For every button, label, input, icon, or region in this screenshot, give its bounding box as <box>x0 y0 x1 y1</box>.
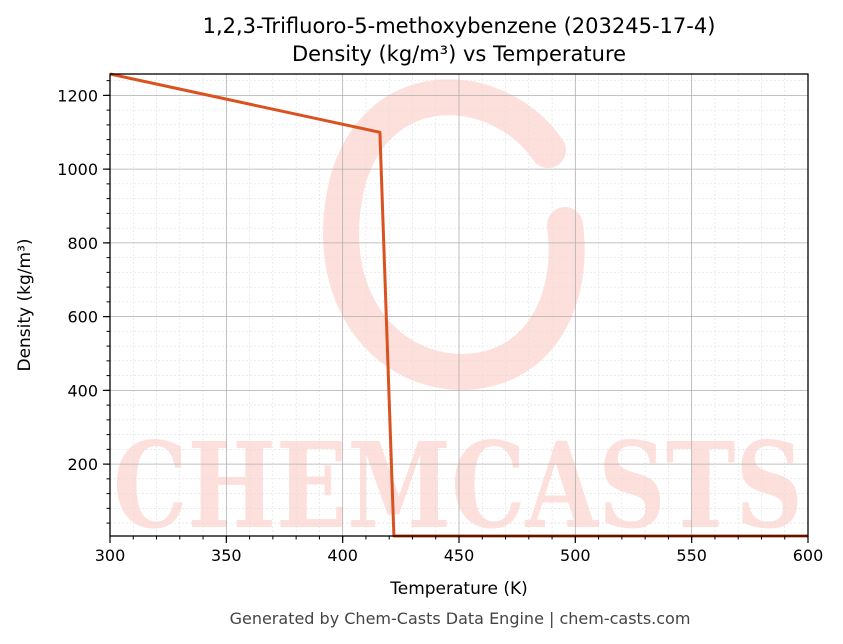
x-tick-labels: 300 350 400 450 500 550 600 <box>95 546 824 565</box>
y-tick-label: 600 <box>67 308 98 327</box>
axis-ticks <box>103 80 809 543</box>
watermark-swirl <box>323 79 585 391</box>
x-tick-label: 500 <box>560 546 591 565</box>
watermark: CHEMCASTS <box>113 79 803 555</box>
x-tick-label: 600 <box>793 546 824 565</box>
chart-subtitle: Density (kg/m³) vs Temperature <box>292 42 626 66</box>
y-tick-label: 800 <box>67 234 98 253</box>
x-tick-label: 300 <box>95 546 126 565</box>
x-axis-label: Temperature (K) <box>389 579 528 599</box>
x-tick-label: 350 <box>211 546 242 565</box>
y-tick-labels: 200 400 600 800 1000 1200 <box>57 86 98 474</box>
footer-credit: Generated by Chem-Casts Data Engine | ch… <box>230 609 691 628</box>
watermark-text: CHEMCASTS <box>113 416 803 555</box>
chart-title: 1,2,3-Trifluoro-5-methoxybenzene (203245… <box>203 14 716 38</box>
y-tick-label: 200 <box>67 455 98 474</box>
major-grid <box>109 74 809 536</box>
x-tick-label: 450 <box>444 546 475 565</box>
y-tick-label: 1200 <box>57 86 98 105</box>
y-tick-label: 1000 <box>57 160 98 179</box>
x-tick-label: 550 <box>676 546 707 565</box>
y-tick-label: 400 <box>67 381 98 400</box>
y-axis-label: Density (kg/m³) <box>15 238 35 371</box>
x-tick-label: 400 <box>327 546 358 565</box>
